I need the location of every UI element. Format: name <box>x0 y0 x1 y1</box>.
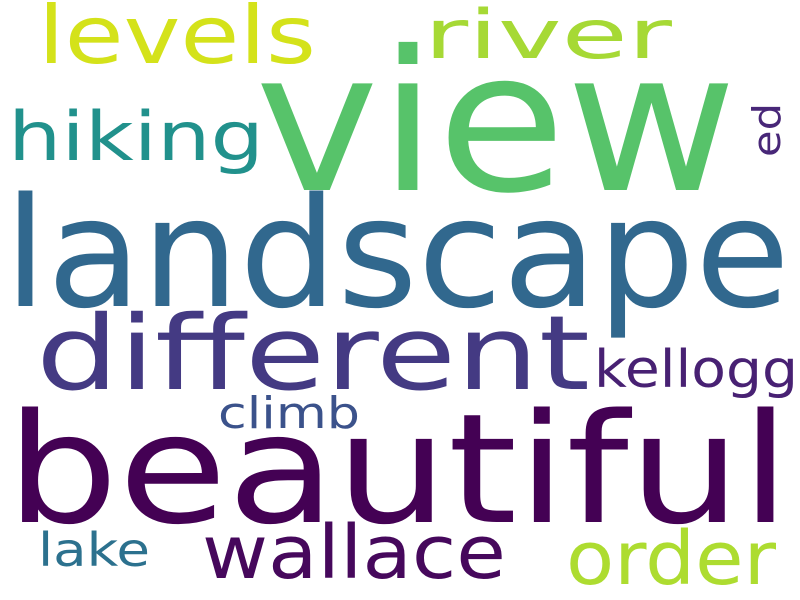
word-wallace: wallace <box>202 510 506 596</box>
word-different: different <box>36 294 590 414</box>
word-climb: climb <box>218 388 360 439</box>
word-lake: lake <box>38 523 150 577</box>
word-landscape: landscape <box>4 165 790 342</box>
word-order: order <box>566 516 777 600</box>
word-kellogg: kellogg <box>594 340 798 400</box>
word-river: river <box>424 0 672 75</box>
word-view: view <box>255 9 737 236</box>
word-ed: ed <box>745 103 789 157</box>
word-levels: levels <box>38 0 316 82</box>
word-hiking: hiking <box>8 98 264 177</box>
word-beautiful: beautiful <box>6 381 790 558</box>
